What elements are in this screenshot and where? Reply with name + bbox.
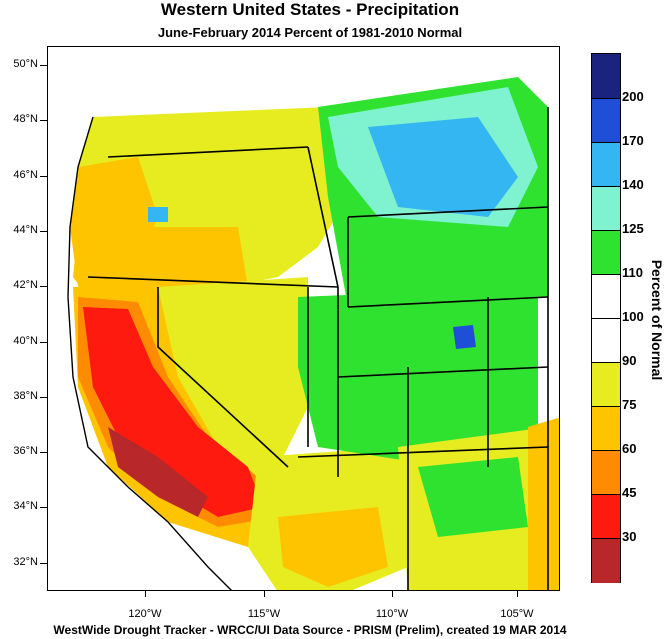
precipitation-map	[47, 46, 560, 591]
legend-swatch	[592, 538, 620, 583]
legend-value-label: 125	[622, 221, 644, 236]
legend-value-label: 140	[622, 177, 644, 192]
coastline	[67, 116, 232, 590]
state-borders	[87, 107, 549, 590]
longitude-tick	[517, 591, 518, 597]
zone-oregon-gold	[73, 227, 248, 297]
legend-swatch	[592, 274, 620, 319]
legend-value-label: 200	[622, 89, 644, 104]
legend-value-label: 170	[622, 133, 644, 148]
legend-value-label: 75	[622, 397, 637, 412]
map-title: Western United States - Precipitation	[160, 0, 460, 19]
legend-swatch	[592, 142, 620, 187]
latitude-tick	[40, 175, 47, 177]
latitude-label: 40°N	[13, 334, 38, 347]
zone-ca-dry	[83, 307, 263, 517]
latitude-label: 36°N	[13, 445, 38, 458]
longitude-label: 105°W	[500, 608, 534, 620]
map-footer: WestWide Drought Tracker - WRCC/UI Data …	[53, 623, 567, 637]
zone-co-green	[298, 287, 538, 467]
latitude-tick	[40, 396, 47, 398]
latitude-label: 50°N	[13, 58, 38, 70]
latitude-tick	[40, 507, 47, 509]
latitude-label: 44°N	[13, 223, 38, 236]
latitude-tick	[40, 230, 47, 232]
legend-swatch	[592, 362, 620, 407]
latitude-label: 46°N	[13, 168, 38, 181]
longitude-tick	[145, 591, 146, 597]
legend-swatch	[592, 98, 620, 143]
latitude-label: 32°N	[13, 555, 38, 568]
latitude-tick	[40, 120, 47, 122]
longitude-tick	[264, 591, 265, 597]
zone-nm-green	[418, 457, 528, 537]
zone-az-gold	[278, 507, 388, 587]
latitude-label: 42°N	[13, 279, 38, 292]
latitude-label: 48°N	[13, 113, 38, 126]
legend-value-label: 90	[622, 353, 637, 368]
legend-swatch	[592, 450, 620, 495]
color-legend	[591, 53, 621, 583]
legend-title: Percent of Normal	[649, 259, 665, 381]
legend-value-label: 60	[622, 441, 637, 456]
latitude-label: 34°N	[13, 500, 38, 513]
legend-swatch	[592, 230, 620, 275]
longitude-tick	[392, 591, 393, 597]
longitude-label: 110°W	[375, 608, 409, 620]
latitude-tick	[40, 286, 47, 288]
legend-swatch	[592, 318, 620, 363]
longitude-label: 120°W	[128, 608, 162, 620]
latitude-tick	[40, 562, 47, 564]
zone-wa-sky	[148, 207, 168, 222]
legend-swatch	[592, 186, 620, 231]
longitude-label: 115°W	[247, 608, 281, 620]
zone-co-blue	[453, 325, 476, 349]
zone-mt-sky	[368, 117, 518, 217]
legend-swatch	[592, 406, 620, 451]
zone-se-gold	[528, 417, 559, 590]
legend-value-label: 30	[622, 529, 637, 544]
latitude-tick	[40, 341, 47, 343]
legend-value-label: 45	[622, 485, 637, 500]
legend-value-label: 110	[622, 265, 643, 280]
zone-ca-very-dry	[108, 427, 208, 517]
map-subtitle: June-February 2014 Percent of 1981-2010 …	[157, 25, 463, 40]
legend-swatch	[592, 54, 620, 99]
map-canvas	[48, 47, 559, 590]
legend-value-label: 100	[622, 309, 644, 324]
latitude-label: 38°N	[13, 389, 38, 402]
latitude-tick	[40, 65, 47, 66]
legend-swatch	[592, 494, 620, 539]
latitude-tick	[40, 452, 47, 454]
